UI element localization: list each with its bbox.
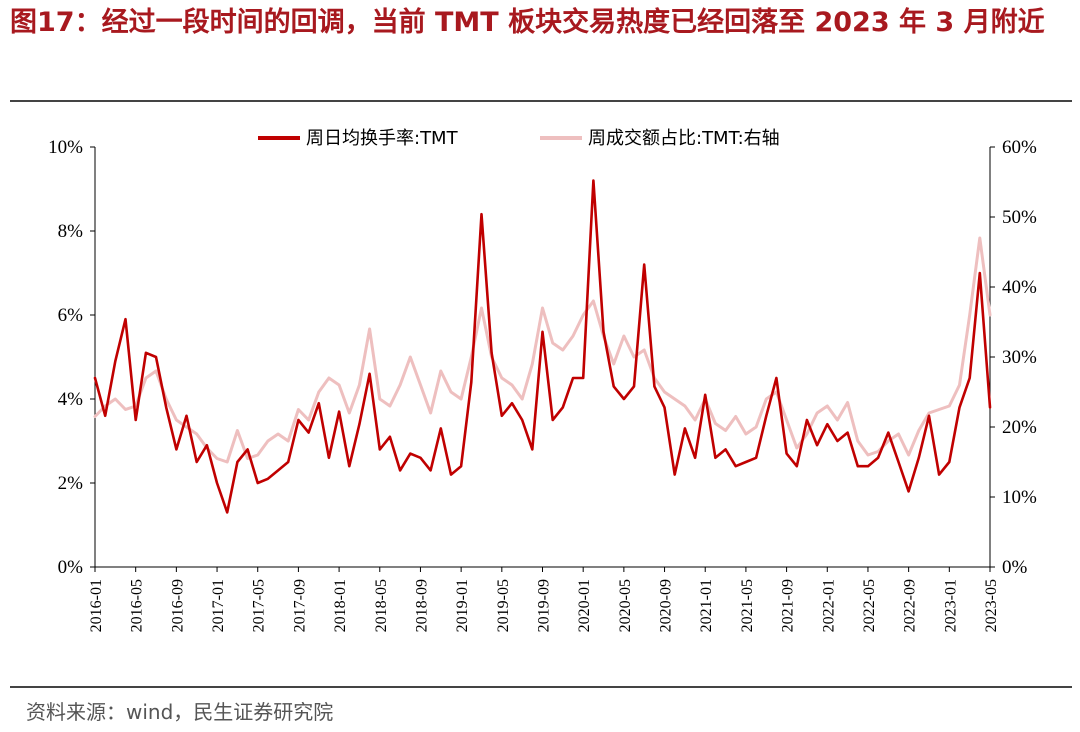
right-tick-label: 50%: [1002, 207, 1037, 228]
right-tick-label: 20%: [1002, 417, 1037, 438]
x-tick-label: 2022-01: [820, 579, 837, 632]
x-tick-label: 2021-09: [780, 579, 797, 632]
x-tick-label: 2019-09: [536, 579, 553, 632]
series-line-tmt-turnover-rate: [93, 179, 992, 514]
source-divider: [10, 686, 1072, 688]
right-tick-label: 0%: [1002, 557, 1028, 578]
x-tick-label: 2017-09: [291, 579, 308, 632]
x-tick-label: 2021-01: [698, 579, 715, 632]
chart-axes: 0% 2% 4% 6% 8% 10% 0% 10% 20% 30% 40% 50% 60% 2016-01…: [48, 137, 1037, 632]
right-tick-label: 30%: [1002, 347, 1037, 368]
right-tick-label: 10%: [1002, 487, 1037, 508]
title-divider: [10, 100, 1072, 102]
x-tick-label: 2022-09: [902, 579, 919, 632]
legend-label-1: 周日均换手率:TMT: [306, 128, 459, 149]
x-tick-label: 2023-01: [942, 579, 959, 632]
x-tick-label: 2018-09: [413, 579, 430, 632]
series-line-tmt-turnover-share: [93, 236, 992, 464]
x-tick-label: 2020-05: [617, 579, 634, 632]
figure-title: 图17：经过一段时间的回调，当前 TMT 板块交易热度已经回落至 2023 年 …: [10, 7, 1045, 38]
left-tick-label: 6%: [58, 305, 84, 326]
x-tick-label: 2016-05: [129, 579, 146, 632]
dual-axis-line-chart: 0% 2% 4% 6% 8% 10% 0% 10% 20% 30% 40% 50% 60% 2016-01…: [48, 128, 1037, 632]
x-tick-label: 2017-05: [251, 579, 268, 632]
x-tick-label: 2020-01: [576, 579, 593, 632]
series-layer: [93, 179, 992, 514]
left-tick-label: 10%: [48, 137, 83, 158]
x-tick-label: 2019-01: [454, 579, 471, 632]
x-tick-label: 2020-09: [658, 579, 675, 632]
left-tick-label: 8%: [58, 221, 84, 242]
x-tick-label: 2016-01: [88, 579, 105, 632]
x-tick-label: 2016-09: [169, 579, 186, 632]
left-tick-label: 0%: [58, 557, 84, 578]
x-tick-label: 2021-05: [739, 579, 756, 632]
legend-label-2: 周成交额占比:TMT:右轴: [588, 128, 780, 149]
left-tick-label: 2%: [58, 473, 84, 494]
x-tick-label: 2017-01: [210, 579, 227, 632]
x-tick-label: 2019-05: [495, 579, 512, 632]
chart-legend: 周日均换手率:TMT 周成交额占比:TMT:右轴: [258, 128, 780, 149]
x-tick-label: 2018-05: [373, 579, 390, 632]
source-note: 资料来源：wind，民生证券研究院: [26, 700, 334, 724]
right-tick-label: 40%: [1002, 277, 1037, 298]
x-tick-label: 2018-01: [332, 579, 349, 632]
x-tick-label: 2023-05: [983, 579, 1000, 632]
left-tick-label: 4%: [58, 389, 84, 410]
right-tick-label: 60%: [1002, 137, 1037, 158]
x-tick-label: 2022-05: [861, 579, 878, 632]
